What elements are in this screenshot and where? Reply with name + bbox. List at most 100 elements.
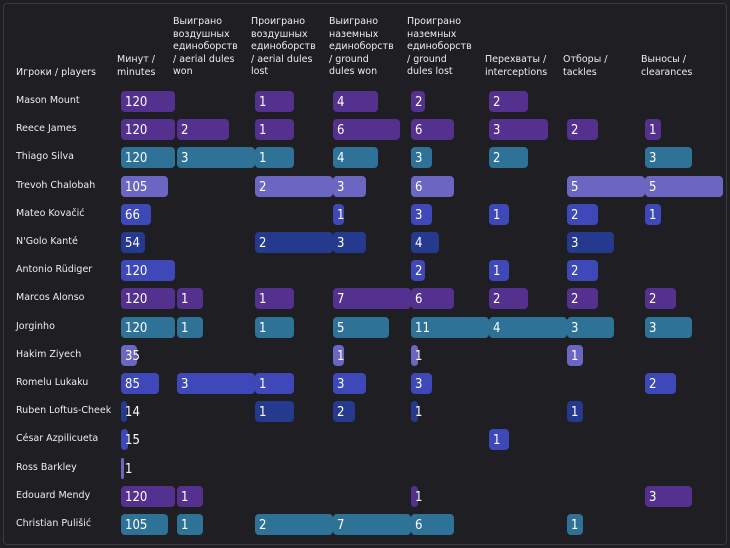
value-label: 3 [493, 123, 501, 139]
value-label: 7 [337, 292, 345, 308]
value-bar-min: 54 [121, 232, 145, 253]
stats-table: Игроки / players Минут / minutes Выиграно … [3, 3, 727, 545]
value-label: 1 [259, 377, 267, 392]
value-label: 1 [259, 292, 267, 308]
value-label: 35 [125, 348, 140, 364]
value-label: 1 [649, 123, 657, 139]
value-label: 2 [337, 405, 345, 421]
value-label: 120 [125, 489, 148, 505]
value-bar-gw: 1 [333, 344, 345, 366]
value-label: 1 [571, 405, 579, 421]
value-bar-gl: 6 [411, 288, 454, 310]
value-bar-clr: 3 [645, 316, 692, 338]
value-bar-min: 85 [121, 373, 159, 394]
value-bar-gw: 4 [333, 147, 378, 169]
value-bar-gl: 6 [411, 514, 454, 535]
value-label: 6 [415, 123, 423, 139]
value-label: 1 [493, 433, 501, 449]
value-label: 7 [337, 518, 345, 533]
value-bar-gl: 2 [411, 91, 425, 112]
value-label: 5 [649, 179, 657, 195]
value-label: 3 [649, 320, 657, 336]
value-label: 2 [415, 264, 423, 280]
value-label: 1 [259, 95, 267, 110]
value-bar-al: 1 [255, 401, 294, 423]
value-label: 1 [415, 489, 423, 505]
column-header-clr: Выносы / clearances [641, 54, 693, 78]
value-label: 2 [493, 292, 501, 308]
value-bar-tck: 2 [567, 260, 598, 282]
value-bar-gl: 3 [411, 147, 432, 169]
value-bar-tck: 3 [567, 316, 614, 338]
value-bar-min: 14 [121, 401, 140, 423]
value-bar-clr: 2 [645, 288, 676, 310]
value-bar-int: 2 [489, 91, 528, 112]
player-name: Edouard Mendy [16, 489, 91, 501]
value-label: 2 [415, 95, 423, 110]
column-header-tck: Отборы / tackles [563, 54, 608, 78]
value-bar-min: 105 [121, 514, 168, 535]
value-bar-al: 1 [255, 288, 294, 310]
value-bar-tck: 3 [567, 232, 614, 253]
value-label: 120 [125, 292, 148, 308]
value-label: 3 [415, 151, 423, 167]
value-bar-int: 2 [489, 288, 528, 310]
value-bar-aw: 3 [177, 373, 255, 394]
value-label: 2 [571, 292, 579, 308]
value-label: 3 [649, 151, 657, 167]
value-label: 2 [649, 292, 657, 308]
value-bar-gw: 3 [333, 175, 366, 197]
value-bar-int: 1 [489, 429, 509, 451]
value-label: 2 [259, 518, 267, 533]
value-label: 2 [571, 264, 579, 280]
player-name: Jorginho [16, 320, 55, 332]
column-header-aw: Выиграно воздушных единоборств / aerial … [173, 16, 238, 77]
player-name: Christian Pulišić [16, 518, 92, 529]
value-bar-clr: 3 [645, 485, 692, 507]
value-bar-clr: 1 [645, 203, 661, 225]
value-bar-min: 120 [121, 485, 175, 507]
value-label: 1 [415, 405, 423, 421]
value-label: 3 [415, 207, 423, 223]
value-bar-min: 120 [121, 260, 175, 282]
value-bar-gw: 5 [333, 316, 389, 338]
value-bar-tck: 2 [567, 119, 598, 141]
value-bar-aw: 1 [177, 485, 203, 507]
value-label: 3 [181, 151, 189, 167]
column-header-al: Проиграно воздушных единоборств / aerial… [251, 16, 316, 77]
value-label: 1 [125, 461, 133, 477]
value-bar-min: 120 [121, 316, 175, 338]
value-bar-clr: 2 [645, 373, 676, 394]
value-label: 1 [181, 292, 189, 308]
value-bar-gl: 1 [411, 401, 422, 423]
value-bar-min: 120 [121, 288, 175, 310]
value-label: 1 [415, 348, 423, 364]
value-bar-int: 1 [489, 260, 509, 282]
player-name: Reece James [16, 123, 77, 135]
value-label: 1 [493, 207, 501, 223]
value-bar-min: 1 [121, 457, 132, 479]
value-label: 15 [125, 433, 140, 449]
value-bar-clr: 3 [645, 147, 692, 169]
value-label: 1 [337, 348, 345, 364]
value-label: 66 [125, 207, 140, 223]
value-bar-al: 1 [255, 91, 294, 112]
value-bar-clr: 5 [645, 175, 723, 197]
player-name: Marcos Alonso [16, 292, 85, 304]
value-bar-tck: 2 [567, 288, 598, 310]
value-label: 3 [337, 179, 345, 195]
value-bar-gw: 7 [333, 514, 411, 535]
value-bar-aw: 1 [177, 316, 203, 338]
value-bar-gl: 11 [411, 316, 489, 338]
value-bar-al: 1 [255, 119, 294, 141]
value-label: 2 [259, 236, 267, 251]
player-name: Antonio Rüdiger [16, 264, 93, 276]
value-label: 6 [415, 292, 423, 308]
value-bar-tck: 1 [567, 514, 583, 535]
player-name: César Azpilicueta [16, 433, 99, 445]
value-label: 85 [125, 377, 140, 392]
value-label: 11 [415, 320, 430, 336]
value-label: 6 [415, 518, 423, 533]
value-label: 1 [259, 151, 267, 167]
value-label: 2 [493, 95, 501, 110]
